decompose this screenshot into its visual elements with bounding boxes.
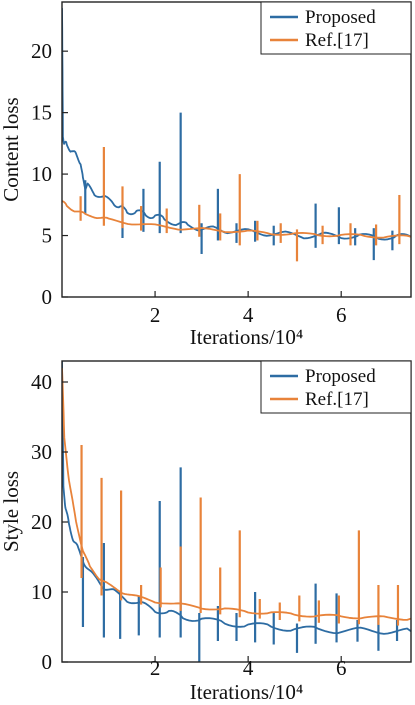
- series-ref17: [62, 147, 411, 262]
- x-axis-title: Iterations/10⁴: [190, 325, 303, 349]
- plot-frame: [61, 1, 412, 298]
- y-tick-label: 20: [31, 510, 52, 534]
- series-line: [62, 8, 411, 241]
- y-tick-label: 15: [31, 101, 52, 125]
- plot-frame: [61, 360, 412, 663]
- y-tick-label: 0: [42, 650, 53, 674]
- x-tick-label: 2: [150, 303, 161, 327]
- y-tick-label: 40: [31, 370, 52, 394]
- legend-label-ref17: Ref.[17]: [305, 30, 369, 51]
- series-line: [62, 367, 411, 621]
- x-axis-title: Iterations/10⁴: [190, 680, 303, 704]
- y-tick-label: 10: [31, 580, 52, 604]
- legend-label-ref17: Ref.[17]: [305, 389, 369, 410]
- legend-label-proposed: Proposed: [305, 7, 376, 28]
- legend-box: [260, 360, 412, 414]
- series-line: [62, 200, 411, 239]
- legend-box: [260, 1, 412, 55]
- y-tick-label: 0: [42, 285, 53, 309]
- y-axis-title: Content loss: [0, 97, 23, 201]
- x-tick-label: 6: [336, 303, 347, 327]
- x-tick-label: 4: [243, 303, 254, 327]
- y-tick-label: 10: [31, 162, 52, 186]
- y-tick-label: 20: [31, 39, 52, 63]
- plot-area: [62, 361, 411, 662]
- plot-area: [62, 8, 411, 262]
- legend-label-proposed: Proposed: [305, 366, 376, 387]
- series-line: [62, 361, 411, 635]
- series-ref17: [62, 367, 411, 626]
- y-tick-label: 5: [42, 224, 53, 248]
- style-loss-chart: 2 4 6 0 10 20 30 40 Iterations/10⁴ Style loss Prop…: [0, 360, 412, 704]
- y-axis-title: Style loss: [0, 471, 23, 552]
- series-proposed: [62, 8, 411, 261]
- x-tick-label: 4: [243, 656, 254, 680]
- x-tick-label: 2: [150, 656, 161, 680]
- x-tick-label: 6: [336, 656, 347, 680]
- content-loss-chart: 2 4 6 0 5 10 15 20 Iterations/10⁴ Content loss Pro…: [0, 1, 412, 349]
- y-tick-label: 30: [31, 440, 52, 464]
